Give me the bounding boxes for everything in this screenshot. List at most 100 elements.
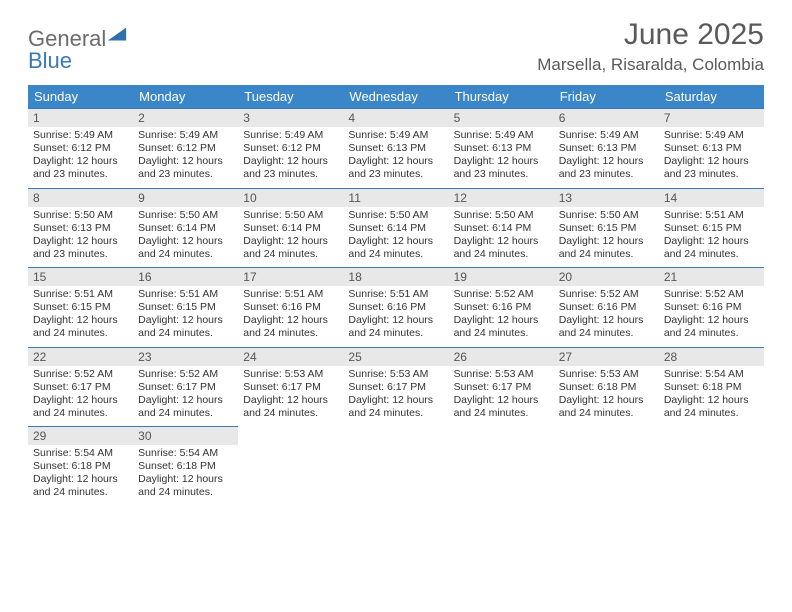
day-number: 18 <box>343 268 448 286</box>
sunset-line: Sunset: 6:14 PM <box>454 222 549 235</box>
calendar-cell <box>659 427 764 506</box>
month-title: June 2025 <box>537 18 764 51</box>
sunset-line: Sunset: 6:17 PM <box>243 381 338 394</box>
day-number: 25 <box>343 348 448 366</box>
calendar-cell: 4Sunrise: 5:49 AMSunset: 6:13 PMDaylight… <box>343 109 448 189</box>
calendar-cell: 23Sunrise: 5:52 AMSunset: 6:17 PMDayligh… <box>133 347 238 427</box>
daylight-line: Daylight: 12 hours and 24 minutes. <box>33 394 128 420</box>
sunrise-line: Sunrise: 5:54 AM <box>664 368 759 381</box>
calendar-cell: 6Sunrise: 5:49 AMSunset: 6:13 PMDaylight… <box>554 109 659 189</box>
day-details: Sunrise: 5:49 AMSunset: 6:12 PMDaylight:… <box>138 129 233 182</box>
calendar-cell: 14Sunrise: 5:51 AMSunset: 6:15 PMDayligh… <box>659 188 764 268</box>
sunrise-line: Sunrise: 5:53 AM <box>454 368 549 381</box>
daylight-line: Daylight: 12 hours and 24 minutes. <box>454 394 549 420</box>
day-details: Sunrise: 5:49 AMSunset: 6:13 PMDaylight:… <box>664 129 759 182</box>
day-number: 16 <box>133 268 238 286</box>
calendar-week: 1Sunrise: 5:49 AMSunset: 6:12 PMDaylight… <box>28 109 764 189</box>
day-details: Sunrise: 5:54 AMSunset: 6:18 PMDaylight:… <box>664 368 759 421</box>
calendar-cell <box>343 427 448 506</box>
day-number: 2 <box>133 109 238 127</box>
day-details: Sunrise: 5:50 AMSunset: 6:14 PMDaylight:… <box>138 209 233 262</box>
sunrise-line: Sunrise: 5:50 AM <box>138 209 233 222</box>
daylight-line: Daylight: 12 hours and 24 minutes. <box>559 394 654 420</box>
logo: General Blue <box>28 18 128 72</box>
sunrise-line: Sunrise: 5:50 AM <box>559 209 654 222</box>
day-header: Sunday <box>28 85 133 109</box>
day-header: Saturday <box>659 85 764 109</box>
calendar-cell: 28 Sunrise: 5:54 AMSunset: 6:18 PMDayligh… <box>659 347 764 427</box>
page: General Blue June 2025 Marsella, Risaral… <box>0 0 792 612</box>
day-details: Sunrise: 5:51 AMSunset: 6:15 PMDaylight:… <box>33 288 128 341</box>
day-details: Sunrise: 5:51 AMSunset: 6:15 PMDaylight:… <box>138 288 233 341</box>
sunset-line: Sunset: 6:16 PM <box>243 301 338 314</box>
calendar-week: 15Sunrise: 5:51 AMSunset: 6:15 PMDayligh… <box>28 268 764 348</box>
day-number: 20 <box>554 268 659 286</box>
day-details: Sunrise: 5:49 AMSunset: 6:13 PMDaylight:… <box>454 129 549 182</box>
logo-text: General Blue <box>28 24 128 72</box>
sunrise-line: Sunrise: 5:49 AM <box>33 129 128 142</box>
day-number: 9 <box>133 189 238 207</box>
calendar-week: 8Sunrise: 5:50 AMSunset: 6:13 PMDaylight… <box>28 188 764 268</box>
sunset-line: Sunset: 6:15 PM <box>559 222 654 235</box>
calendar-cell: 10Sunrise: 5:50 AMSunset: 6:14 PMDayligh… <box>238 188 343 268</box>
calendar-cell: 9 Sunrise: 5:50 AMSunset: 6:14 PMDaylight… <box>133 188 238 268</box>
day-details: Sunrise: 5:51 AMSunset: 6:16 PMDaylight:… <box>243 288 338 341</box>
day-details: Sunrise: 5:53 AMSunset: 6:17 PMDaylight:… <box>348 368 443 421</box>
daylight-line: Daylight: 12 hours and 24 minutes. <box>559 314 654 340</box>
sunset-line: Sunset: 6:13 PM <box>348 142 443 155</box>
calendar-cell: 8Sunrise: 5:50 AMSunset: 6:13 PMDaylight… <box>28 188 133 268</box>
day-number: 14 <box>659 189 764 207</box>
calendar-cell: 22Sunrise: 5:52 AMSunset: 6:17 PMDayligh… <box>28 347 133 427</box>
sunset-line: Sunset: 6:16 PM <box>664 301 759 314</box>
sunrise-line: Sunrise: 5:49 AM <box>454 129 549 142</box>
sunset-line: Sunset: 6:13 PM <box>454 142 549 155</box>
calendar-cell: 7Sunrise: 5:49 AMSunset: 6:13 PMDaylight… <box>659 109 764 189</box>
daylight-line: Daylight: 12 hours and 23 minutes. <box>243 155 338 181</box>
sunset-line: Sunset: 6:12 PM <box>138 142 233 155</box>
sunset-line: Sunset: 6:14 PM <box>138 222 233 235</box>
location: Marsella, Risaralda, Colombia <box>537 55 764 75</box>
day-header-row: Sunday Monday Tuesday Wednesday Thursday… <box>28 85 764 109</box>
daylight-line: Daylight: 12 hours and 24 minutes. <box>348 394 443 420</box>
sunset-line: Sunset: 6:12 PM <box>243 142 338 155</box>
day-header: Tuesday <box>238 85 343 109</box>
day-details: Sunrise: 5:49 AMSunset: 6:12 PMDaylight:… <box>243 129 338 182</box>
calendar-cell: 29Sunrise: 5:54 AMSunset: 6:18 PMDayligh… <box>28 427 133 506</box>
sunrise-line: Sunrise: 5:51 AM <box>348 288 443 301</box>
sunrise-line: Sunrise: 5:54 AM <box>33 447 128 460</box>
calendar-cell: 25 Sunrise: 5:53 AMSunset: 6:17 PMDayligh… <box>343 347 448 427</box>
daylight-line: Daylight: 12 hours and 24 minutes. <box>138 394 233 420</box>
day-details: Sunrise: 5:50 AMSunset: 6:14 PMDaylight:… <box>243 209 338 262</box>
daylight-line: Daylight: 12 hours and 24 minutes. <box>138 314 233 340</box>
day-number: 22 <box>28 348 133 366</box>
day-number: 4 <box>343 109 448 127</box>
calendar-week: 22Sunrise: 5:52 AMSunset: 6:17 PMDayligh… <box>28 347 764 427</box>
sunrise-line: Sunrise: 5:51 AM <box>138 288 233 301</box>
sunrise-line: Sunrise: 5:49 AM <box>559 129 654 142</box>
sunset-line: Sunset: 6:15 PM <box>138 301 233 314</box>
day-details: Sunrise: 5:52 AMSunset: 6:16 PMDaylight:… <box>664 288 759 341</box>
sunset-line: Sunset: 6:12 PM <box>33 142 128 155</box>
day-header: Monday <box>133 85 238 109</box>
day-number: 28 <box>659 348 764 366</box>
daylight-line: Daylight: 12 hours and 23 minutes. <box>348 155 443 181</box>
calendar-cell: 26Sunrise: 5:53 AMSunset: 6:17 PMDayligh… <box>449 347 554 427</box>
sunrise-line: Sunrise: 5:51 AM <box>243 288 338 301</box>
day-details: Sunrise: 5:52 AMSunset: 6:16 PMDaylight:… <box>454 288 549 341</box>
sunset-line: Sunset: 6:17 PM <box>33 381 128 394</box>
daylight-line: Daylight: 12 hours and 23 minutes. <box>138 155 233 181</box>
sunset-line: Sunset: 6:13 PM <box>559 142 654 155</box>
day-header: Wednesday <box>343 85 448 109</box>
day-number: 8 <box>28 189 133 207</box>
day-number: 30 <box>133 427 238 445</box>
daylight-line: Daylight: 12 hours and 24 minutes. <box>138 235 233 261</box>
daylight-line: Daylight: 12 hours and 24 minutes. <box>664 314 759 340</box>
calendar-cell <box>554 427 659 506</box>
sunrise-line: Sunrise: 5:51 AM <box>33 288 128 301</box>
day-details: Sunrise: 5:53 AMSunset: 6:17 PMDaylight:… <box>243 368 338 421</box>
calendar-cell: 30Sunrise: 5:54 AMSunset: 6:18 PMDayligh… <box>133 427 238 506</box>
daylight-line: Daylight: 12 hours and 24 minutes. <box>33 473 128 499</box>
calendar-cell: 11Sunrise: 5:50 AMSunset: 6:14 PMDayligh… <box>343 188 448 268</box>
daylight-line: Daylight: 12 hours and 24 minutes. <box>243 394 338 420</box>
sunset-line: Sunset: 6:18 PM <box>559 381 654 394</box>
